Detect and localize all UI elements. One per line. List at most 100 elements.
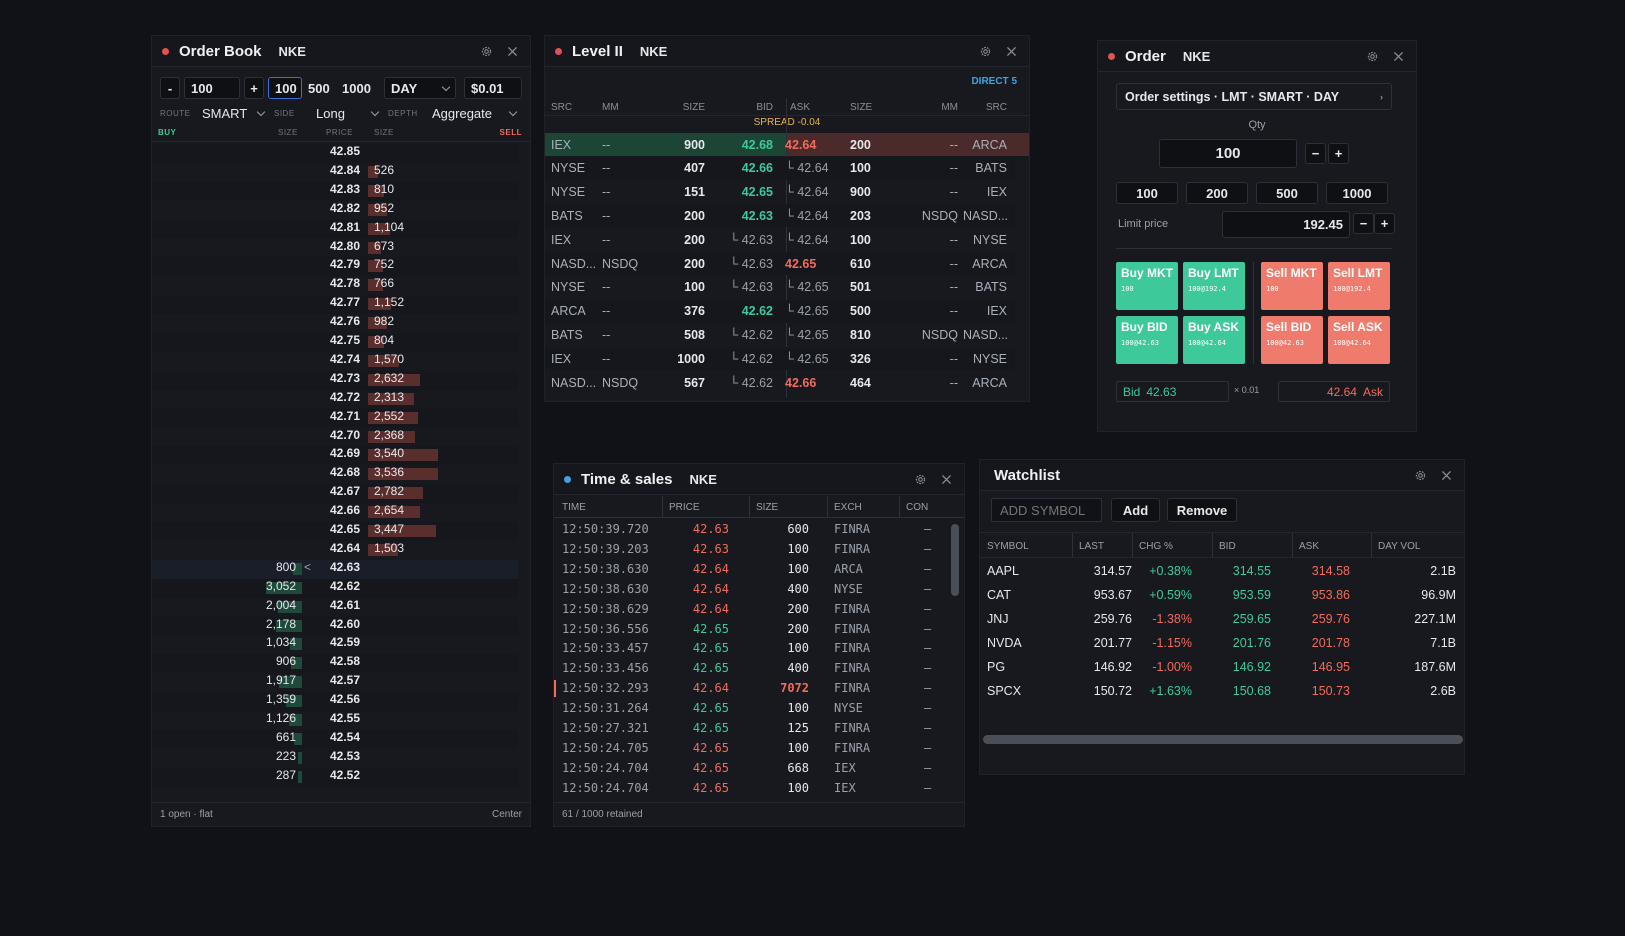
sell-bid-button[interactable]: Sell BID 100@42.63	[1261, 316, 1323, 364]
bid-level-row[interactable]: 1,359 42.56	[152, 692, 518, 711]
center-button[interactable]: Center	[491, 809, 522, 820]
level2-row[interactable]: NYSE -- 151 42.65 └ 42.64 900 -- IEX	[545, 181, 1015, 204]
order-qty-preset[interactable]: 500	[1256, 182, 1318, 204]
ask-level-row[interactable]: 42.78 766	[152, 276, 518, 296]
trade-row[interactable]: 12:50:31.264 42.65 100 NYSE —	[554, 699, 934, 718]
scrollbar[interactable]	[951, 524, 959, 596]
column-header[interactable]: ASK	[1299, 541, 1320, 552]
limit-price-plus[interactable]: +	[1374, 213, 1395, 234]
trade-row[interactable]: 12:50:27.321 42.65 125 FINRA —	[554, 719, 934, 738]
close-icon[interactable]	[1438, 467, 1454, 483]
order-qty-input[interactable]: 100	[1159, 139, 1297, 168]
trade-row[interactable]: 12:50:38.630 42.64 400 NYSE —	[554, 580, 934, 599]
ask-level-row[interactable]: 42.65 3,447	[152, 522, 518, 541]
horizontal-scrollbar[interactable]	[983, 735, 1463, 744]
depth-select[interactable]: Aggregate	[430, 103, 522, 123]
ask-level-row[interactable]: 42.81 1,104	[152, 219, 518, 239]
order-settings-select[interactable]: Order settings · LMT · SMART · DAY ›	[1116, 83, 1392, 110]
level2-row[interactable]: BATS -- 200 42.63 └ 42.64 203 NSDQ NASD...	[545, 204, 1015, 228]
trade-row[interactable]: 12:50:36.556 42.65 200 FINRA —	[554, 620, 934, 639]
price-ladder[interactable]: 42.85 42.84 526 42.83 810 42.82 952 42.81 1,104 4…	[152, 144, 530, 794]
watchlist-row[interactable]: NVDA 201.77 -1.15% 201.76 201.78 7.1B	[980, 632, 1456, 655]
close-icon[interactable]	[938, 471, 954, 487]
level2-row[interactable]: IEX -- 200 └ 42.63 └ 42.64 100 -- NYSE	[545, 228, 1015, 251]
order-qty-preset[interactable]: 100	[1116, 182, 1178, 204]
ask-level-row[interactable]: 42.77 1,152	[152, 295, 518, 315]
limit-price-minus[interactable]: −	[1353, 213, 1374, 234]
ask-level-row[interactable]: 42.73 2,632	[152, 370, 518, 390]
trade-row[interactable]: 12:50:39.720 42.63 600 FINRA —	[554, 520, 934, 539]
ask-level-row[interactable]: 42.69 3,540	[152, 446, 518, 466]
ask-level-row[interactable]: 42.67 2,782	[152, 484, 518, 504]
add-button[interactable]: Add	[1111, 498, 1160, 522]
level2-row[interactable]: NYSE -- 100 └ 42.63 └ 42.65 501 -- BATS	[545, 276, 1015, 299]
sell-mkt-button[interactable]: Sell MKT 100	[1261, 262, 1323, 310]
trade-row[interactable]: 12:50:38.630 42.64 100 ARCA —	[554, 560, 934, 579]
close-icon[interactable]	[1390, 48, 1406, 64]
column-header[interactable]: BID	[1219, 541, 1236, 552]
qty-plus-button[interactable]: +	[244, 77, 264, 99]
column-header[interactable]: DAY VOL	[1378, 541, 1421, 552]
close-icon[interactable]	[504, 43, 520, 59]
ask-level-row[interactable]: 42.66 2,654	[152, 503, 518, 522]
trade-row[interactable]: 12:50:32.293 42.64 7072 FINRA —	[554, 679, 934, 698]
order-qty-preset[interactable]: 1000	[1326, 182, 1388, 204]
buy-mkt-button[interactable]: Buy MKT 100	[1116, 262, 1178, 310]
column-header[interactable]: LAST	[1079, 541, 1105, 552]
order-qty-plus[interactable]: +	[1328, 143, 1349, 164]
trade-row[interactable]: 12:50:24.704 42.65 668 IEX —	[554, 759, 934, 778]
bid-level-row[interactable]: 1,034 42.59	[152, 635, 518, 655]
ask-level-row[interactable]: 42.70 2,368	[152, 427, 518, 447]
ask-level-row[interactable]: 42.82 952	[152, 200, 518, 220]
trade-row[interactable]: 12:50:24.705 42.65 100 FINRA —	[554, 739, 934, 758]
ask-level-row[interactable]: 42.76 982	[152, 314, 518, 333]
sell-lmt-button[interactable]: Sell LMT 100@192.4	[1328, 262, 1390, 310]
bid-level-row[interactable]: 661 42.54	[152, 729, 518, 749]
column-header[interactable]: CHG %	[1139, 541, 1173, 552]
ask-level-row[interactable]: 42.83 810	[152, 181, 518, 201]
bid-level-row[interactable]: 2,178 42.60	[152, 616, 518, 636]
gear-icon[interactable]	[977, 43, 993, 59]
tick-size[interactable]: $0.01	[464, 77, 522, 99]
level2-row[interactable]: NASD... NSDQ 200 └ 42.63 42.65 610 -- ARCA	[545, 252, 1015, 275]
remove-button[interactable]: Remove	[1167, 498, 1237, 522]
level2-row[interactable]: IEX -- 900 42.68 42.64 200 -- ARCA	[545, 133, 1029, 156]
column-header[interactable]: SYMBOL	[987, 541, 1029, 552]
close-icon[interactable]	[1003, 43, 1019, 59]
watchlist-row[interactable]: AAPL 314.57 +0.38% 314.55 314.58 2.1B	[980, 560, 1456, 583]
qty-input[interactable]: 100	[184, 77, 240, 99]
order-qty-minus[interactable]: −	[1305, 143, 1326, 164]
trade-row[interactable]: 12:50:38.629 42.64 200 FINRA —	[554, 600, 934, 619]
qty-minus-button[interactable]: -	[160, 77, 180, 99]
level2-row[interactable]: ARCA -- 376 42.62 └ 42.65 500 -- IEX	[545, 299, 1015, 323]
watchlist-row[interactable]: PG 146.92 -1.00% 146.92 146.95 187.6M	[980, 656, 1456, 679]
level2-row[interactable]: NASD... NSDQ 567 └ 42.62 42.66 464 -- ARCA	[545, 371, 1015, 394]
qty-preset-500[interactable]: 500	[308, 80, 330, 96]
trade-row[interactable]: 12:50:24.704 42.65 100 IEX —	[554, 779, 934, 798]
ask-level-row[interactable]: 42.64 1,503	[152, 540, 518, 560]
order-qty-preset[interactable]: 200	[1186, 182, 1248, 204]
ask-level-row[interactable]: 42.68 3,536	[152, 465, 518, 485]
tif-select[interactable]: DAY	[384, 77, 456, 99]
qty-preset-1000[interactable]: 1000	[342, 80, 371, 96]
watchlist-row[interactable]: SPCX 150.72 +1.63% 150.68 150.73 2.6B	[980, 680, 1456, 703]
ask-level-row[interactable]: 42.72 2,313	[152, 389, 518, 409]
ask-level-row[interactable]: 42.84 526	[152, 162, 518, 182]
ask-level-row[interactable]: 42.74 1,570	[152, 351, 518, 371]
bid-level-row[interactable]: 223 42.53	[152, 748, 518, 768]
side-select[interactable]: Long	[314, 103, 384, 123]
buy-bid-button[interactable]: Buy BID 100@42.63	[1116, 316, 1178, 364]
route-select[interactable]: SMART	[200, 103, 270, 123]
ask-level-row[interactable]: 42.85	[152, 144, 518, 163]
gear-icon[interactable]	[1412, 467, 1428, 483]
add-symbol-input[interactable]	[991, 498, 1102, 522]
ask-level-row[interactable]: 42.75 804	[152, 333, 518, 352]
sell-ask-button[interactable]: Sell ASK 100@42.64	[1328, 316, 1390, 364]
bid-level-row[interactable]: 1,126 42.55	[152, 711, 518, 730]
gear-icon[interactable]	[912, 471, 928, 487]
trade-row[interactable]: 12:50:33.457 42.65 100 FINRA —	[554, 639, 934, 658]
bid-level-row[interactable]: 287 42.52	[152, 767, 518, 787]
watchlist-row[interactable]: CAT 953.67 +0.59% 953.59 953.86 96.9M	[980, 584, 1456, 607]
buy-ask-button[interactable]: Buy ASK 100@42.64	[1183, 316, 1245, 364]
ask-level-row[interactable]: 42.80 673	[152, 238, 518, 258]
